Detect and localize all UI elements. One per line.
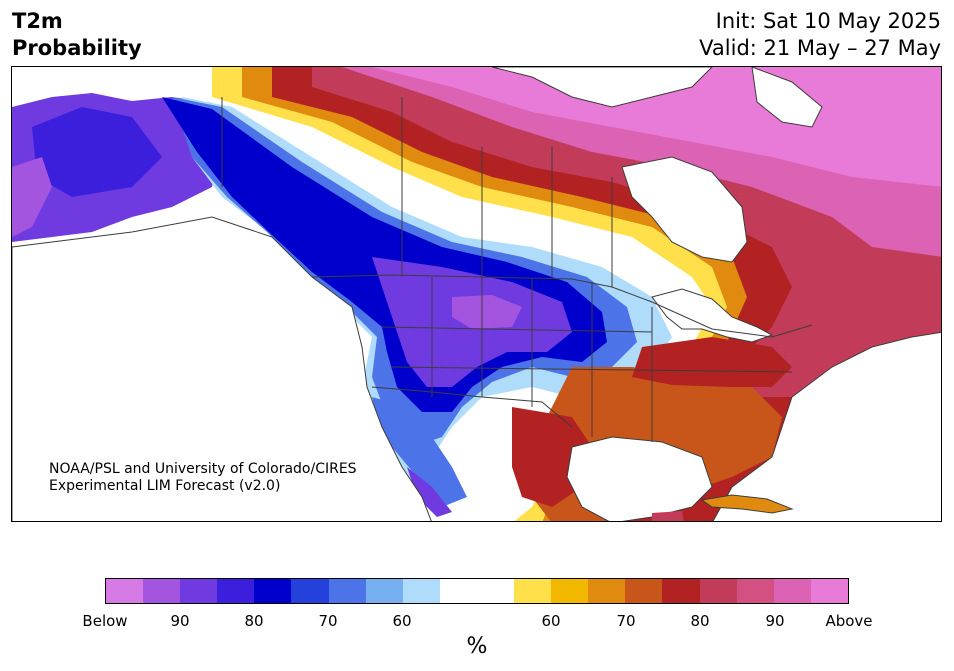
colorbar-above-segment-5 [699,579,737,603]
colorbar-below-segment-2 [180,579,218,603]
gulf-of-mexico [566,436,713,521]
tick-label-above: Above [825,612,873,630]
mexico-cold-region [372,397,467,507]
colorbar-above-segment-6 [736,579,774,603]
colorbar-above-segment-7 [773,579,811,603]
arctic-water [491,67,713,108]
tick-label-above-90: 90 [765,612,785,630]
colorbar [105,578,849,604]
colorbar-below-segment-6 [328,579,366,603]
colorbar-below-segment-0 [106,579,144,603]
credit-line-1: NOAA/PSL and University of Colorado/CIRE… [49,461,357,477]
tick-label-below-70: 70 [318,612,338,630]
southeast-red-region [632,337,792,387]
colorbar-below-segment-5 [291,579,329,603]
tick-label-above-70: 70 [616,612,636,630]
warm-band-red [272,67,941,521]
us-state-border-7 [391,366,793,373]
colorbar-below-segment-1 [143,579,181,603]
map-canvas [12,67,941,521]
hudson-bay [621,156,748,263]
colorbar-above-segment-2 [588,579,626,603]
colorbar-below-segment-3 [217,579,255,603]
colorbar-below-segment-8 [402,579,440,603]
arctic-islands-water [751,67,823,128]
great-lakes [651,288,774,343]
mexico-purple-region [407,467,452,517]
colorbar-above-segment-4 [662,579,700,603]
tick-label-below: Below [82,612,128,630]
credit-text: NOAA/PSL and University of Colorado/CIRE… [49,461,357,495]
probability-map [11,66,942,522]
political-borders [221,97,813,442]
alaska-outer-region [12,157,52,237]
atlantic-ocean [712,331,941,521]
colorbar-above-segment-3 [625,579,663,603]
credit-line-2: Experimental LIM Forecast (v2.0) [49,478,281,494]
cuba-island [700,494,794,514]
map-title: T2m Probability [12,8,142,62]
tick-label-below-90: 90 [170,612,190,630]
us-state-border-6 [381,326,653,333]
yucatan-region [652,511,684,521]
colorbar-neutral-segment [439,579,515,603]
cold-band-center [452,295,522,329]
title-line-1: T2m [12,9,63,33]
colorbar-below-segment-7 [365,579,403,603]
colorbar-above-segment-1 [551,579,589,603]
colorbar-unit: % [466,634,488,659]
tick-label-below-80: 80 [244,612,264,630]
pacific-ocean [12,216,432,521]
tick-label-above-60: 60 [541,612,561,630]
colorbar-above-segment-8 [810,579,848,603]
forecast-dates: Init: Sat 10 May 2025 Valid: 21 May – 27… [699,8,941,62]
colorbar-tick-labels: Below 90 80 70 60 60 70 80 90 Above [0,612,954,632]
alaska-core-region [32,107,162,197]
tick-label-below-60: 60 [392,612,412,630]
colorbar-below-segment-4 [254,579,292,603]
init-date: Init: Sat 10 May 2025 [715,9,941,33]
title-line-2: Probability [12,36,142,60]
colorbar-above-segment-0 [514,579,552,603]
tick-label-above-80: 80 [690,612,710,630]
valid-range: Valid: 21 May – 27 May [699,36,941,60]
